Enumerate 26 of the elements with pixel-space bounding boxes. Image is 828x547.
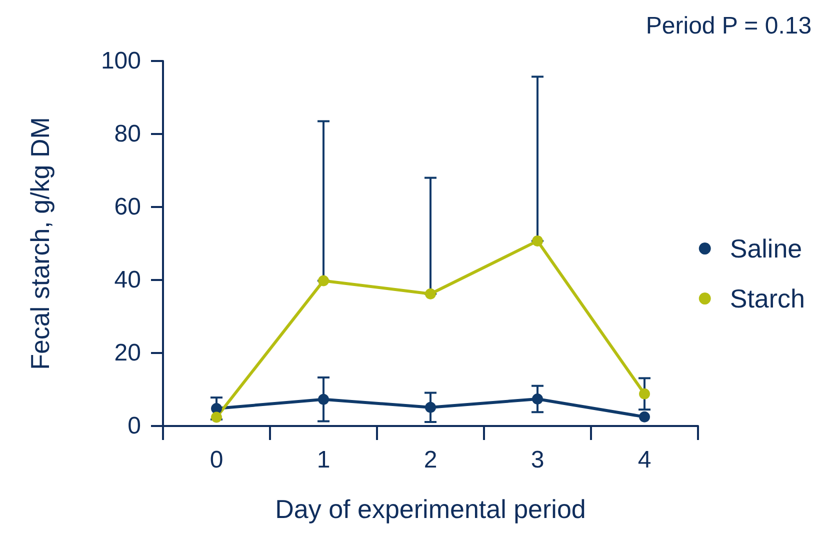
point [318,275,329,286]
y-tick-label: 40 [114,266,141,294]
point [639,411,650,422]
legend-label: Starch [730,284,806,314]
point [318,394,329,405]
x-tick-label: 0 [210,446,224,474]
text: Period P = 0.13 [646,12,812,40]
legend-label: Saline [730,234,802,264]
point [532,235,543,246]
point [211,412,222,423]
point [639,388,650,400]
point [532,393,543,404]
x-tick-label: 1 [316,446,330,474]
y-tick-label: 60 [114,194,141,220]
y-tick-label: 20 [114,340,141,366]
x-axis-title: Day of experimental period [275,494,586,524]
x-tick-label: 3 [530,446,544,474]
point [425,402,436,413]
x-tick-label: 2 [424,446,438,474]
point [425,288,436,300]
x-tick-label: 4 [638,446,652,474]
y-tick-label: 100 [100,48,141,74]
point [211,402,222,414]
y-axis-title: Fecal starch, g/kg DM [25,117,55,370]
y-tick-label: 0 [128,412,141,440]
y-tick-label: 80 [114,120,141,148]
